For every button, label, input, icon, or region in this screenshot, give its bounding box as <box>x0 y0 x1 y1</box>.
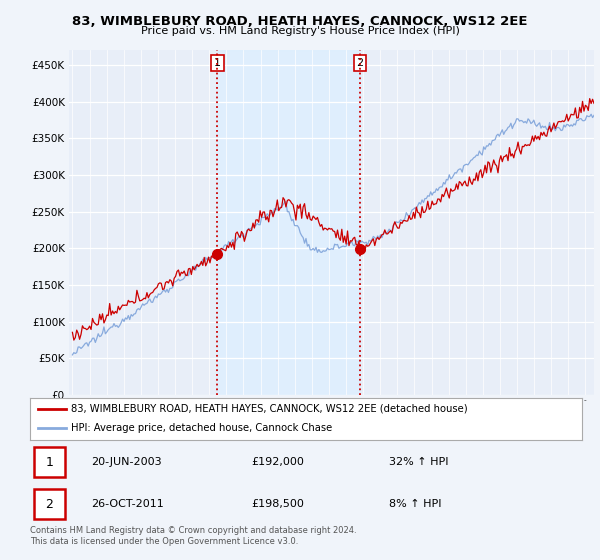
Text: 1: 1 <box>214 58 221 68</box>
Text: 2022: 2022 <box>525 418 534 439</box>
Text: 2: 2 <box>356 58 364 68</box>
Text: 2013: 2013 <box>371 418 380 440</box>
Text: 2018: 2018 <box>457 418 466 440</box>
Text: 2: 2 <box>46 497 53 511</box>
Text: 2000: 2000 <box>149 418 158 439</box>
Text: 2004: 2004 <box>217 418 226 439</box>
Text: 2001: 2001 <box>166 418 175 439</box>
Text: 2011: 2011 <box>337 418 346 439</box>
Text: 1996: 1996 <box>80 418 89 440</box>
Text: 32% ↑ HPI: 32% ↑ HPI <box>389 457 448 467</box>
Text: 20-JUN-2003: 20-JUN-2003 <box>91 457 161 467</box>
Text: 1995: 1995 <box>64 418 73 439</box>
Text: 1998: 1998 <box>115 418 124 440</box>
Text: HPI: Average price, detached house, Cannock Chase: HPI: Average price, detached house, Cann… <box>71 423 332 433</box>
Text: 2005: 2005 <box>235 418 244 439</box>
Text: £192,000: £192,000 <box>251 457 304 467</box>
Text: 2016: 2016 <box>422 418 431 440</box>
Text: 2010: 2010 <box>320 418 329 439</box>
FancyBboxPatch shape <box>34 447 65 477</box>
Text: 1999: 1999 <box>132 418 141 439</box>
Text: 2014: 2014 <box>388 418 397 439</box>
Text: 2012: 2012 <box>354 418 363 439</box>
Text: 2017: 2017 <box>440 418 449 440</box>
Text: 2020: 2020 <box>491 418 500 439</box>
Text: 2008: 2008 <box>286 418 295 440</box>
Bar <box>217 50 360 395</box>
Text: 2002: 2002 <box>183 418 192 439</box>
Text: 1997: 1997 <box>98 418 107 440</box>
Text: £198,500: £198,500 <box>251 499 304 509</box>
Text: 83, WIMBLEBURY ROAD, HEATH HAYES, CANNOCK, WS12 2EE (detached house): 83, WIMBLEBURY ROAD, HEATH HAYES, CANNOC… <box>71 404 468 414</box>
Text: Price paid vs. HM Land Registry's House Price Index (HPI): Price paid vs. HM Land Registry's House … <box>140 26 460 36</box>
Text: 2019: 2019 <box>474 418 483 439</box>
Text: 1: 1 <box>46 455 53 469</box>
Text: Contains HM Land Registry data © Crown copyright and database right 2024.
This d: Contains HM Land Registry data © Crown c… <box>30 526 356 546</box>
Text: 2003: 2003 <box>200 418 209 440</box>
Text: 8% ↑ HPI: 8% ↑ HPI <box>389 499 442 509</box>
Text: 2015: 2015 <box>406 418 415 439</box>
Text: 2009: 2009 <box>303 418 312 439</box>
FancyBboxPatch shape <box>34 489 65 519</box>
Text: 2006: 2006 <box>251 418 260 440</box>
Text: 2023: 2023 <box>542 418 551 440</box>
Text: 2025: 2025 <box>577 418 586 439</box>
Text: 2021: 2021 <box>508 418 517 439</box>
Text: 26-OCT-2011: 26-OCT-2011 <box>91 499 163 509</box>
Text: 2024: 2024 <box>559 418 568 439</box>
Text: 83, WIMBLEBURY ROAD, HEATH HAYES, CANNOCK, WS12 2EE: 83, WIMBLEBURY ROAD, HEATH HAYES, CANNOC… <box>72 15 528 27</box>
Text: 2007: 2007 <box>269 418 278 440</box>
